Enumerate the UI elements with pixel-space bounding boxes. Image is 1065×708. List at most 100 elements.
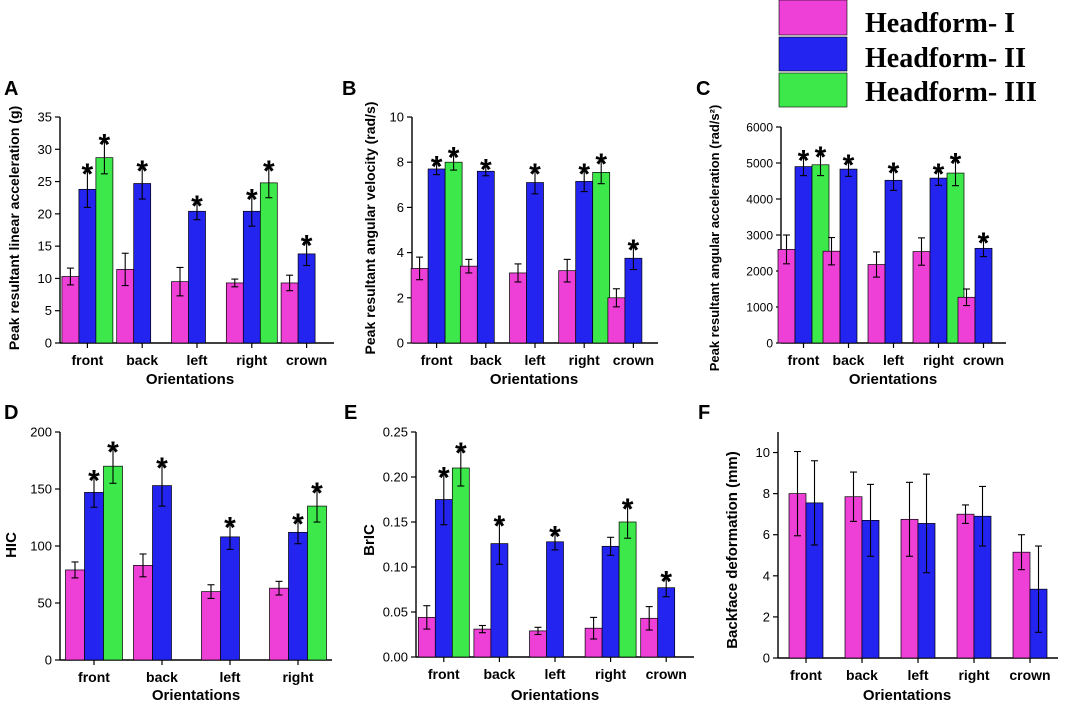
bar-f-right-headform-1 [956, 513, 975, 659]
y-tick-label-b: 2 [397, 290, 404, 305]
bar-b-back-headform-1 [459, 265, 478, 344]
bar-d-right-headform-2 [288, 531, 308, 661]
y-tick-label-b: 8 [397, 155, 404, 170]
bar-d-front-headform-2 [84, 492, 104, 661]
y-axis-title-f: Backface deformation (mm) [724, 451, 741, 649]
significance-marker-d: * [224, 511, 236, 544]
x-tick-label-f-crown: crown [1009, 667, 1050, 683]
bar-b-front-headform-3 [444, 161, 463, 344]
plot-e: 0.000.050.100.150.200.25front**back*left… [383, 425, 694, 682]
y-tick-label-a: 15 [38, 239, 52, 254]
bar-c-left-headform-2 [884, 179, 903, 344]
x-axis-title-a: Orientations [146, 371, 234, 388]
bar-a-crown-headform-1 [280, 282, 299, 344]
panel-label-a: A [4, 78, 18, 100]
y-tick-label-d: 50 [38, 596, 52, 611]
legend-label-headform-2: Headform- II [865, 43, 1026, 74]
significance-marker-a: * [263, 155, 275, 188]
y-tick-label-c: 2000 [746, 265, 773, 279]
bar-d-back-headform-1 [133, 565, 153, 661]
plot-f: 0 2 4 6 8 10 front back left right crown [756, 432, 1058, 683]
significance-marker-e: * [494, 510, 506, 543]
significance-marker-b: * [480, 154, 492, 187]
y-tick-label-a: 5 [45, 303, 52, 318]
x-tick-label-a-left: left [187, 352, 208, 368]
legend-label-headform-1: Headform- I [865, 8, 1015, 39]
x-tick-label-c-back: back [833, 352, 865, 368]
bar-a-front-headform-3 [95, 157, 114, 344]
panel-label-b: B [342, 78, 356, 100]
y-tick-label-c: 4000 [746, 193, 773, 207]
y-tick-label-b: 4 [397, 245, 404, 260]
significance-marker-b: * [431, 150, 443, 183]
x-tick-label-a-right: right [236, 352, 267, 368]
significance-marker-b: * [595, 148, 607, 181]
y-tick-label-c: 6000 [746, 121, 773, 135]
bar-e-right-headform-2 [601, 545, 620, 658]
y-tick-label-e: 0.10 [383, 560, 408, 575]
y-tick-label-e: 0.15 [383, 515, 408, 530]
x-tick-label-d-right: right [282, 669, 313, 685]
legend-swatch-headform-1 [778, 0, 848, 36]
bar-a-crown-headform-2 [297, 253, 316, 344]
y-tick-label-e: 0.20 [383, 470, 408, 485]
significance-marker-e: * [455, 437, 467, 470]
bar-b-left-headform-1 [509, 272, 527, 344]
x-tick-label-f-left: left [908, 667, 929, 683]
bar-c-crown-headform-2 [974, 247, 993, 344]
bar-a-left-headform-2 [188, 210, 206, 344]
bar-b-right-headform-2 [575, 181, 594, 344]
x-tick-label-d-front: front [78, 669, 110, 685]
x-tick-label-b-back: back [470, 352, 502, 368]
y-tick-label-c: 1000 [746, 301, 773, 315]
x-axis-title-c: Orientations [849, 371, 937, 388]
x-tick-label-a-back: back [126, 352, 158, 368]
bar-a-back-headform-2 [133, 183, 152, 344]
significance-marker-d: * [156, 452, 168, 485]
y-axis-title-a: Peak resultant linear acceleration (g) [6, 106, 22, 350]
x-tick-label-c-right: right [923, 352, 954, 368]
bar-b-front-headform-2 [427, 168, 446, 344]
bar-c-front-headform-2 [794, 166, 813, 344]
bar-a-right-headform-2 [242, 210, 261, 344]
y-tick-label-a: 20 [38, 206, 52, 221]
significance-marker-c: * [950, 147, 962, 180]
panel-f: F 0 2 4 6 8 10 front back left right crown Orienta… [698, 402, 1058, 704]
bar-b-crown-headform-2 [624, 257, 643, 344]
panel-label-e: E [344, 402, 357, 424]
y-tick-label-f: 0 [763, 651, 770, 666]
bar-b-left-headform-2 [526, 182, 544, 344]
y-axis-title-d: HIC [3, 532, 20, 558]
y-tick-label-d: 100 [30, 539, 52, 554]
bar-d-front-headform-1 [65, 569, 85, 661]
x-axis-title-b: Orientations [490, 371, 578, 388]
bar-d-back-headform-2 [152, 485, 172, 661]
y-axis-title-c: Peak resultant angular acceleration (rad… [707, 105, 722, 372]
x-tick-label-d-back: back [146, 669, 178, 685]
x-tick-label-b-right: right [569, 352, 600, 368]
significance-marker-a: * [191, 190, 203, 223]
x-tick-label-b-crown: crown [613, 352, 654, 368]
y-tick-label-b: 0 [397, 336, 404, 351]
x-tick-label-e-crown: crown [646, 666, 687, 682]
x-tick-label-f-right: right [958, 667, 989, 683]
x-tick-label-e-right: right [595, 666, 626, 682]
significance-marker-c: * [843, 149, 855, 182]
significance-marker-c: * [798, 145, 810, 178]
significance-marker-d: * [292, 508, 304, 541]
panel-a: A 05101520253035front**back*left*right**… [4, 78, 334, 388]
significance-marker-e: * [622, 493, 634, 526]
significance-marker-b: * [448, 141, 460, 174]
bar-e-left-headform-2 [546, 541, 564, 658]
x-axis-title-d: Orientations [152, 687, 240, 704]
legend: Headform- I Headform- II Headform- III [778, 0, 1037, 108]
y-tick-label-a: 0 [45, 336, 52, 351]
panel-e: E 0.000.050.100.150.200.25front**back*le… [344, 402, 694, 704]
y-tick-label-f: 2 [763, 609, 770, 624]
legend-swatch-headform-2 [778, 36, 848, 72]
bar-e-right-headform-3 [618, 521, 637, 658]
